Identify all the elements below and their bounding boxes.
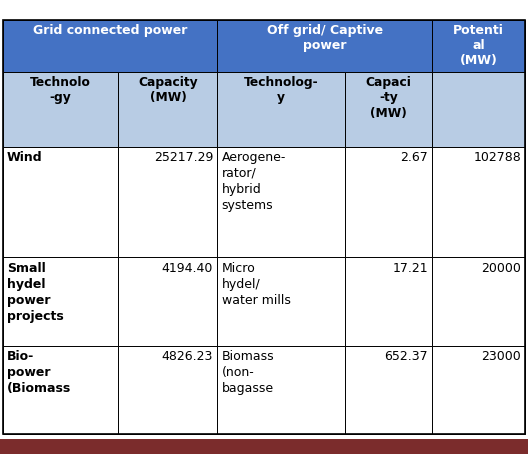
Bar [3, 20, 218, 72]
Bar [0, 439, 528, 454]
Bar [218, 345, 345, 434]
Bar [3, 257, 118, 345]
Text: Technolog-
y: Technolog- y [243, 76, 318, 104]
Bar [218, 257, 345, 345]
Text: 652.37: 652.37 [384, 350, 428, 363]
Text: Bio-
power
(Biomass: Bio- power (Biomass [7, 350, 71, 395]
Bar [118, 72, 218, 147]
Text: Capacity
(MW): Capacity (MW) [138, 76, 198, 104]
Text: 23000: 23000 [482, 350, 521, 363]
Text: 20000: 20000 [481, 262, 521, 275]
Text: Technolo
-gy: Technolo -gy [30, 76, 91, 104]
Text: Capaci
-ty
(MW): Capaci -ty (MW) [365, 76, 411, 120]
Text: 102788: 102788 [474, 151, 521, 164]
Bar [118, 345, 218, 434]
Bar [345, 147, 432, 257]
Bar [3, 72, 118, 147]
Bar [432, 147, 525, 257]
Bar [3, 345, 118, 434]
Bar [345, 72, 432, 147]
Bar [118, 257, 218, 345]
Bar [345, 257, 432, 345]
Bar [218, 147, 345, 257]
Bar [432, 72, 525, 147]
Bar [118, 147, 218, 257]
Bar [345, 345, 432, 434]
Text: 4826.23: 4826.23 [162, 350, 213, 363]
Text: 17.21: 17.21 [392, 262, 428, 275]
Text: Wind: Wind [7, 151, 42, 164]
Text: Off grid/ Captive
power: Off grid/ Captive power [267, 24, 383, 52]
Bar [432, 257, 525, 345]
Bar [3, 147, 118, 257]
Bar [432, 345, 525, 434]
Bar [218, 72, 345, 147]
Text: Micro
hydel/
water mills: Micro hydel/ water mills [222, 262, 290, 306]
Text: 2.67: 2.67 [400, 151, 428, 164]
Bar [218, 20, 432, 72]
Text: Grid connected power: Grid connected power [33, 24, 187, 37]
Text: Biomass
(non-
bagasse: Biomass (non- bagasse [222, 350, 274, 395]
Bar [432, 20, 525, 72]
Text: Aerogene-
rator/
hybrid
systems: Aerogene- rator/ hybrid systems [222, 151, 286, 212]
Text: Small
hydel
power
projects: Small hydel power projects [7, 262, 63, 322]
Text: 4194.40: 4194.40 [162, 262, 213, 275]
Text: 25217.29: 25217.29 [154, 151, 213, 164]
Text: Potenti
al
(MW): Potenti al (MW) [454, 24, 504, 67]
